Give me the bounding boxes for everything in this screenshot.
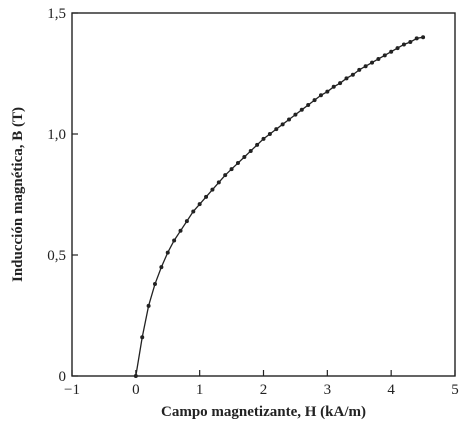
x-tick-label: 0 — [132, 382, 140, 398]
y-axis-ticks: 0 0,5 1,0 1,5 — [47, 6, 78, 385]
data-point — [191, 209, 196, 214]
data-point — [325, 89, 330, 94]
data-point — [350, 72, 355, 77]
x-tick-label: −1 — [64, 382, 80, 398]
y-tick-label: 1,0 — [47, 127, 66, 143]
data-point — [306, 102, 311, 107]
data-point — [229, 167, 234, 172]
data-point — [312, 98, 317, 103]
data-point — [204, 194, 209, 199]
data-point — [421, 35, 426, 40]
y-tick-label: 1,5 — [47, 6, 66, 22]
y-axis-label: Inducción magnética, B (T) — [10, 107, 26, 282]
data-point — [370, 60, 375, 65]
data-point — [293, 112, 298, 117]
data-point — [235, 161, 240, 166]
data-point — [389, 49, 394, 54]
data-point — [152, 282, 157, 287]
data-point — [357, 67, 362, 72]
data-point — [140, 335, 145, 340]
data-point — [280, 122, 285, 127]
data-point — [382, 53, 387, 58]
x-tick-label: 5 — [451, 382, 459, 398]
data-point — [376, 56, 381, 61]
data-point — [159, 265, 164, 270]
data-point — [338, 81, 343, 86]
data-point — [133, 374, 138, 378]
x-axis-label: Campo magnetizante, H (kA/m) — [161, 404, 366, 420]
data-point — [363, 64, 368, 69]
data-point — [165, 250, 170, 255]
data-point — [197, 202, 202, 207]
data-point — [414, 36, 419, 41]
data-point — [261, 136, 266, 141]
data-point — [318, 93, 323, 98]
data-point — [401, 42, 406, 47]
bh-curve-line — [135, 36, 424, 377]
data-point — [146, 303, 151, 308]
y-tick-label: 0 — [59, 369, 67, 385]
data-point — [248, 148, 253, 153]
data-point — [223, 173, 228, 178]
bh-curve-markers — [133, 35, 426, 378]
data-point — [216, 180, 221, 185]
y-tick-label: 0,5 — [47, 248, 66, 264]
data-point — [184, 219, 189, 224]
data-point — [408, 40, 413, 45]
data-point — [287, 117, 292, 122]
data-point — [178, 228, 183, 233]
data-point — [331, 84, 336, 89]
data-point — [172, 238, 177, 243]
data-point — [344, 76, 349, 81]
data-point — [395, 46, 400, 51]
x-tick-label: 2 — [260, 382, 268, 398]
x-axis-ticks: −1 0 1 2 3 4 5 — [64, 370, 459, 398]
data-point — [242, 154, 247, 159]
data-point — [299, 107, 304, 112]
data-point — [274, 127, 279, 132]
data-point — [267, 132, 272, 136]
x-tick-label: 4 — [387, 382, 395, 398]
x-tick-label: 3 — [324, 382, 332, 398]
x-tick-label: 1 — [196, 382, 204, 398]
plot-frame — [71, 12, 456, 377]
data-point — [210, 187, 215, 192]
data-point — [255, 142, 260, 147]
